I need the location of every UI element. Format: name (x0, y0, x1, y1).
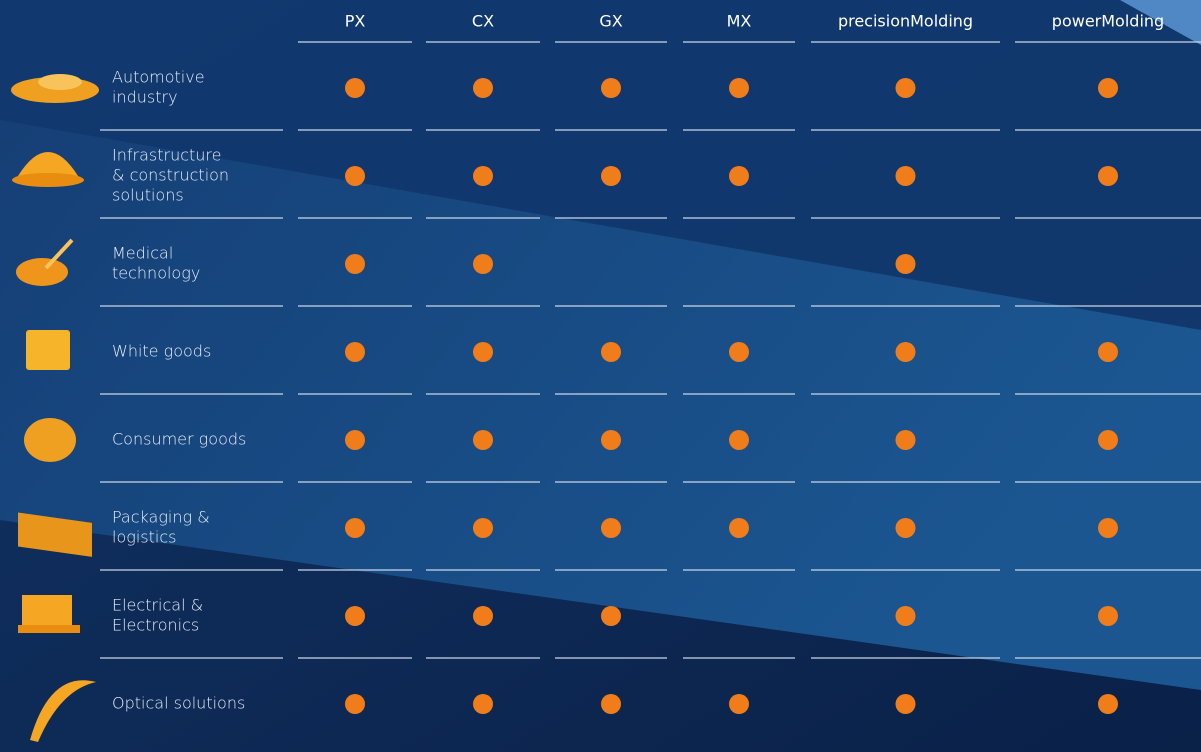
dot (345, 342, 365, 362)
dot (473, 430, 493, 450)
dot (345, 166, 365, 186)
dot (345, 606, 365, 626)
page: PX CX GX MX precisionMolding powerMolding Auto… (0, 0, 1201, 752)
column-header: PX (345, 12, 366, 31)
dot (896, 166, 916, 186)
icon-consumer (24, 418, 76, 462)
dot (345, 518, 365, 538)
dot (473, 606, 493, 626)
row-label: White goods (112, 342, 211, 361)
dot (601, 518, 621, 538)
row-label: Packaging & (112, 508, 210, 527)
row-label: technology (112, 264, 200, 283)
dot (1098, 78, 1118, 98)
dot (896, 606, 916, 626)
dot (1098, 606, 1118, 626)
dot (1098, 166, 1118, 186)
icon-dish (16, 258, 68, 286)
dot (729, 342, 749, 362)
dot (601, 694, 621, 714)
row-label: logistics (112, 528, 176, 547)
dot (601, 166, 621, 186)
dot (896, 518, 916, 538)
dot (896, 430, 916, 450)
dot (473, 694, 493, 714)
dot (345, 694, 365, 714)
dot (473, 342, 493, 362)
icon-laptop (22, 595, 72, 625)
dot (1098, 430, 1118, 450)
icon-helmet (12, 173, 84, 187)
row-label: Infrastructure (112, 146, 221, 165)
dot (473, 78, 493, 98)
dot (729, 166, 749, 186)
dot (896, 342, 916, 362)
icon-car (38, 74, 82, 90)
dot (345, 78, 365, 98)
dot (1098, 342, 1118, 362)
dot (896, 254, 916, 274)
column-header: MX (727, 12, 752, 31)
row-label: Electrical & (112, 596, 203, 615)
row-label: Electronics (112, 616, 199, 635)
row-label: Automotive (112, 68, 205, 87)
dot (729, 694, 749, 714)
dot (729, 78, 749, 98)
dot (601, 342, 621, 362)
row-label: solutions (112, 186, 184, 205)
dot (601, 78, 621, 98)
dot (729, 430, 749, 450)
column-header: GX (599, 12, 622, 31)
dot (345, 254, 365, 274)
column-header: CX (472, 12, 494, 31)
dot (601, 606, 621, 626)
row-label: industry (112, 88, 178, 107)
dot (896, 78, 916, 98)
column-header: precisionMolding (838, 12, 973, 31)
matrix: PX CX GX MX precisionMolding powerMolding Auto… (0, 0, 1201, 752)
dot (896, 694, 916, 714)
row-label: Optical solutions (112, 694, 245, 713)
dot (473, 166, 493, 186)
icon-laptop (18, 625, 80, 633)
dot (1098, 694, 1118, 714)
dot (473, 518, 493, 538)
icon-appliance (26, 330, 70, 370)
dot (473, 254, 493, 274)
dot (601, 430, 621, 450)
row-label: Medical (112, 244, 173, 263)
dot (345, 430, 365, 450)
row-label: Consumer goods (112, 430, 246, 449)
dot (729, 518, 749, 538)
dot (1098, 518, 1118, 538)
row-label: & construction (112, 166, 229, 185)
column-header: powerMolding (1052, 12, 1164, 31)
